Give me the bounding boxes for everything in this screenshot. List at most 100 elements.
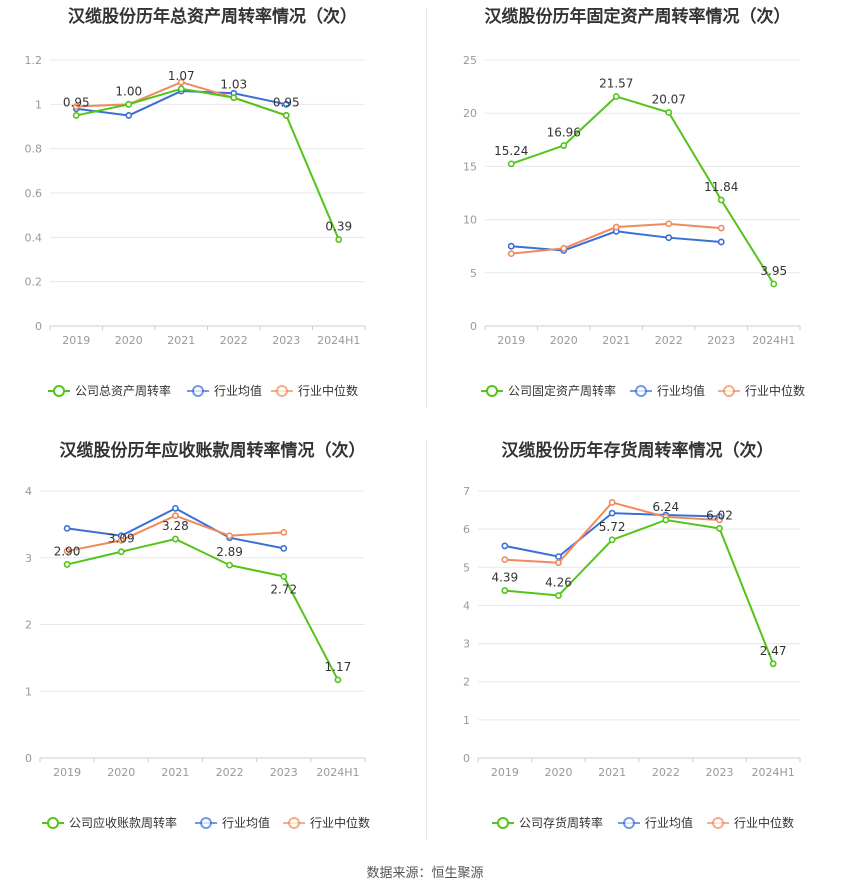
data-label: 3.95 <box>760 264 787 278</box>
data-point <box>280 573 288 580</box>
x-tick-label: 2021 <box>167 334 195 347</box>
chart-title: 汉缆股份历年存货周转率情况（次） <box>501 441 774 461</box>
data-point <box>665 234 673 242</box>
x-tick-label: 2019 <box>53 766 81 779</box>
chart-panel-fixed-asset-turnover: 汉缆股份历年固定资产周转率情况（次） 0 5 10 15 20 25 2019 2020 202… <box>425 0 850 432</box>
y-tick-label: 2 <box>25 619 32 632</box>
y-tick-label: 3 <box>25 552 32 565</box>
data-label: 1.17 <box>325 660 352 674</box>
data-label: 2.47 <box>760 644 787 658</box>
legend-item-label: 公司总资产周转率 <box>75 383 171 398</box>
y-tick-label: 20 <box>463 107 477 120</box>
data-point <box>665 109 673 116</box>
data-point <box>282 112 290 119</box>
data-label: 15.24 <box>494 144 528 158</box>
legend-item-label: 行业均值 <box>222 815 270 830</box>
y-tick-label: 4 <box>463 599 470 612</box>
y-tick-label: 10 <box>463 214 477 227</box>
y-tick-label: 3 <box>463 638 470 651</box>
y-tick-label: 0 <box>35 320 42 333</box>
y-tick-label: 0 <box>463 752 470 765</box>
legend-swatch-marker <box>192 385 204 397</box>
data-label: 0.95 <box>63 95 90 109</box>
data-point <box>555 592 562 599</box>
y-tick-label: 0.6 <box>25 187 43 200</box>
legend-item-label: 行业中位数 <box>298 383 358 398</box>
data-point <box>177 78 185 86</box>
legend-swatch-marker <box>723 385 735 397</box>
x-tick-label: 2022 <box>216 766 244 779</box>
x-tick-label: 2020 <box>550 334 578 347</box>
y-tick-label: 15 <box>463 160 477 173</box>
y-tick-label: 25 <box>463 54 477 67</box>
chart-title: 汉缆股份历年固定资产周转率情况（次） <box>484 7 791 27</box>
x-tick-label: 2023 <box>706 766 734 779</box>
legend-item-label: 行业中位数 <box>310 815 370 830</box>
data-point <box>117 548 125 556</box>
y-tick-label: 7 <box>463 485 470 498</box>
chart-svg: 0 5 10 15 20 25 2019 2020 2021 2022 2023 2024H1 15.2… <box>463 54 805 398</box>
data-label: 2.72 <box>270 582 297 596</box>
legend-item-label: 行业均值 <box>657 383 705 398</box>
x-tick-label: 2021 <box>161 766 189 779</box>
legend-swatch-marker <box>635 385 647 397</box>
legend-swatch-marker <box>47 817 59 829</box>
data-point <box>560 244 568 252</box>
chart-svg: 0 0.2 0.4 0.6 0.8 1 1.2 2019 2020 2021 2022 2023 202… <box>25 54 366 398</box>
x-tick-label: 2022 <box>220 334 248 347</box>
chart-title: 汉缆股份历年总资产周转率情况（次） <box>68 7 357 27</box>
data-label: 16.96 <box>547 126 581 140</box>
data-label: 2.89 <box>216 545 243 559</box>
x-tick-label: 2024H1 <box>752 766 795 779</box>
y-tick-label: 4 <box>25 485 32 498</box>
data-point <box>226 532 233 540</box>
data-point <box>226 561 233 569</box>
data-label: 6.24 <box>652 500 679 514</box>
data-point <box>335 236 343 243</box>
x-tick-label: 2023 <box>270 766 298 779</box>
data-label: 4.39 <box>491 571 518 585</box>
data-point <box>717 196 725 204</box>
data-point <box>72 112 80 119</box>
legend-item-label: 行业均值 <box>214 383 262 398</box>
y-tick-label: 1.2 <box>25 54 43 67</box>
y-tick-label: 1 <box>35 98 42 111</box>
data-point <box>716 524 723 532</box>
series-line-0 <box>504 518 775 665</box>
legend-item-label: 公司存货周转率 <box>519 815 603 830</box>
data-label: 3.09 <box>108 532 135 546</box>
legend-item-label: 行业均值 <box>645 815 693 830</box>
data-label: 1.03 <box>220 78 247 92</box>
data-point <box>177 85 185 93</box>
legend-swatch-marker <box>288 817 300 829</box>
legend-swatch-marker <box>497 817 509 829</box>
data-label: 3.28 <box>162 519 189 533</box>
data-point <box>125 112 133 119</box>
data-point <box>501 587 509 594</box>
data-point <box>172 504 179 512</box>
data-point <box>608 509 616 517</box>
y-tick-label: 0.4 <box>25 231 43 244</box>
x-tick-label: 2024H1 <box>316 766 359 779</box>
series-line-0 <box>76 87 340 240</box>
chart-panel-inventory-turnover: 汉缆股份历年存货周转率情况（次） 0 1 2 3 4 5 6 7 2019 2020 2021 202… <box>425 432 850 864</box>
y-tick-label: 0 <box>470 320 477 333</box>
x-tick-label: 2019 <box>62 334 90 347</box>
x-tick-label: 2020 <box>545 766 573 779</box>
data-point <box>717 224 725 232</box>
data-point <box>608 536 616 544</box>
x-tick-label: 2022 <box>652 766 680 779</box>
x-tick-label: 2023 <box>707 334 735 347</box>
y-tick-label: 0 <box>25 752 32 765</box>
series-line-0 <box>66 538 339 681</box>
data-point <box>662 516 670 524</box>
legend-item-label: 行业中位数 <box>745 383 805 398</box>
data-point <box>280 545 288 552</box>
legend-swatch-marker <box>53 385 65 397</box>
chart-panel-total-asset-turnover: 汉缆股份历年总资产周转率情况（次） 0 0.2 0.4 0.6 0.8 1 1.2 2019 2… <box>0 0 425 432</box>
data-point <box>63 524 71 532</box>
x-tick-label: 2020 <box>107 766 135 779</box>
data-point <box>282 100 290 108</box>
data-point <box>280 528 288 536</box>
chart-svg: 0 1 2 3 4 2019 2020 2021 2022 2023 2024H1 2.90 3.09 3… <box>25 485 370 830</box>
